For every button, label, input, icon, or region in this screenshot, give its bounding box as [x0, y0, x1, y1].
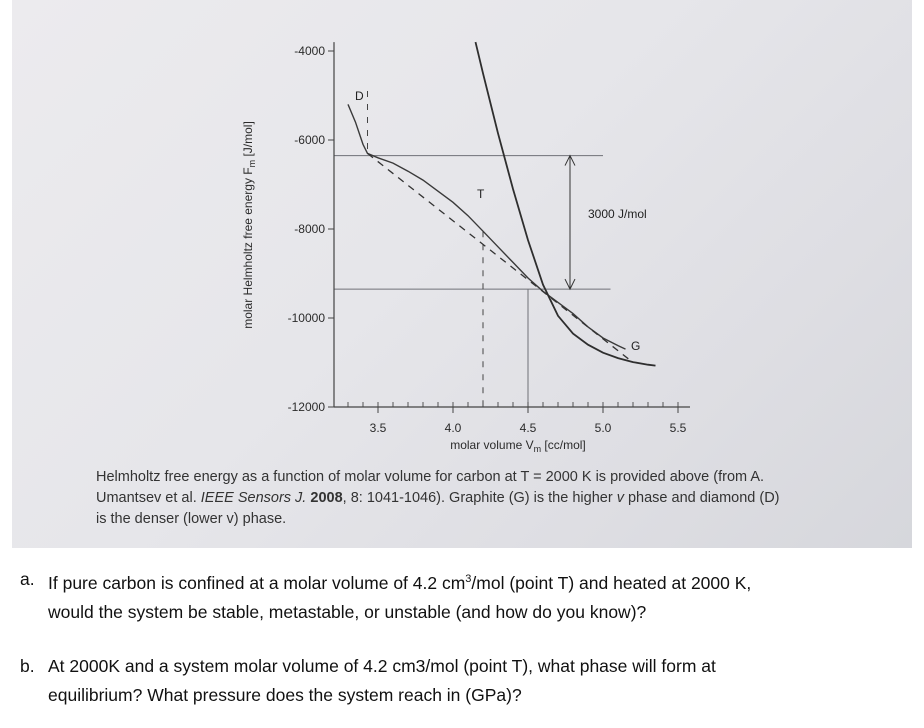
series-line-common-tangent: [367, 152, 634, 364]
question-a-text-2: would the system be stable, metastable, …: [48, 601, 647, 622]
reference-lines: [334, 91, 611, 407]
x-ticks: 3.5 4.0 4.5 5.0 5.5: [347, 402, 687, 435]
x-axis-label: molar volume Vm [cc/mol]: [450, 438, 586, 454]
caption-line-2: Umantsev et al. IEEE Sensors J. 2008, 8:…: [96, 490, 780, 506]
y-tick-label: -4000: [294, 44, 325, 58]
question-b: b. At 2000K and a system molar volume of…: [20, 652, 900, 710]
label-d: D: [355, 89, 364, 103]
figure-caption: Helmholtz free energy as a function of m…: [96, 467, 836, 530]
y-tick-label: -6000: [294, 133, 325, 147]
question-a-letter: a.: [20, 569, 35, 589]
series-line-d: [347, 104, 626, 350]
y-ticks: -4000 -6000 -8000 -10000 -12000: [288, 44, 334, 414]
series-line-g: [474, 41, 656, 367]
y-tick-label: -12000: [288, 400, 326, 414]
label-t: T: [477, 187, 485, 201]
question-b-letter: b.: [20, 656, 35, 676]
label-energy-gap: 3000 J/mol: [588, 207, 647, 221]
y-tick-label: -8000: [294, 222, 325, 236]
y-tick-label: -10000: [288, 311, 326, 325]
x-tick-label: 4.0: [445, 421, 462, 435]
question-a-text-1: If pure carbon is confined at a molar vo…: [48, 572, 466, 593]
question-b-text-2: equilibrium? What pressure does the syst…: [48, 685, 522, 705]
gap-arrow-head-bottom: [564, 278, 576, 291]
x-tick-label: 5.0: [595, 421, 612, 435]
y-axis-label: molar Helmholtz free energy Fm [J/mol]: [241, 121, 257, 329]
figure-photo: [12, 0, 912, 548]
label-g: G: [631, 339, 640, 353]
energy-gap-arrow: [564, 154, 576, 291]
question-b-text-1: At 2000K and a system molar volume of 4.…: [48, 656, 716, 676]
caption-line-1: Helmholtz free energy as a function of m…: [96, 469, 765, 485]
x-tick-label: 5.5: [670, 421, 687, 435]
chart: 3.5 4.0 4.5 5.0 5.5 -4000 -6000 -8000 -10000 -12…: [241, 41, 690, 454]
curves: [347, 41, 656, 367]
x-tick-label: 3.5: [370, 421, 387, 435]
x-tick-label: 4.5: [520, 421, 537, 435]
gap-arrow-head-top: [564, 154, 576, 166]
caption-line-3: is the denser (lower v) phase.: [96, 511, 287, 527]
question-a: a. If pure carbon is confined at a molar…: [20, 565, 900, 627]
